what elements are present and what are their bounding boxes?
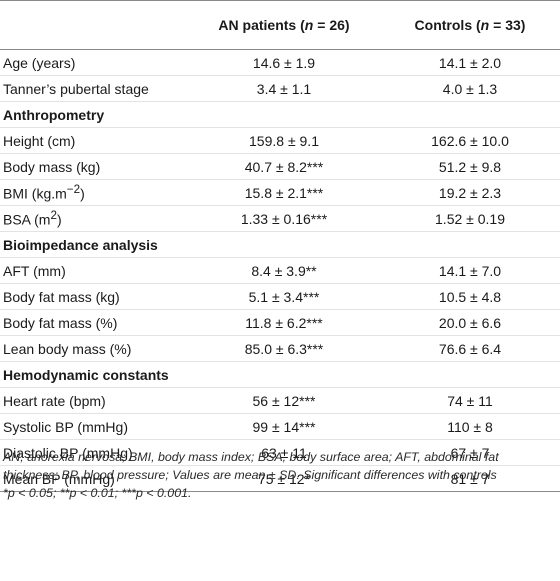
row-label: Height (cm) [0, 127, 188, 154]
row-an-value: 99 ± 14*** [188, 413, 380, 440]
row-control-value: 10.5 ± 4.8 [380, 283, 560, 310]
section-row-anthropometry: Anthropometry [0, 101, 560, 128]
table-header: AN patients (n = 26) Controls (n = 33) [0, 0, 560, 50]
row-an-value: 8.4 ± 3.9** [188, 257, 380, 284]
header-empty [0, 0, 188, 50]
header-an-paren-close: ) [344, 17, 350, 33]
header-ctrl-paren-open: ( [472, 17, 481, 33]
row-label-superscript: −2 [66, 183, 81, 197]
table-row-tanner: Tanner’s pubertal stage 3.4 ± 1.1 4.0 ± … [0, 75, 560, 102]
header-an-n: 26 [329, 17, 345, 33]
section-title: Bioimpedance analysis [0, 231, 560, 258]
row-control-value: 14.1 ± 2.0 [380, 49, 560, 76]
row-control-value: 1.52 ± 0.19 [380, 205, 560, 232]
data-table: AN patients (n = 26) Controls (n = 33) A… [0, 0, 560, 492]
row-label: BSA (m2) [0, 205, 188, 232]
row-label: Body fat mass (kg) [0, 283, 188, 310]
table-row-fat-mass-kg: Body fat mass (kg) 5.1 ± 3.4*** 10.5 ± 4… [0, 283, 560, 310]
row-an-value: 11.8 ± 6.2*** [188, 309, 380, 336]
row-control-value: 110 ± 8 [380, 413, 560, 440]
row-control-value: 14.1 ± 7.0 [380, 257, 560, 284]
row-label-superscript: 2 [50, 209, 57, 223]
header-an-label: AN patients [218, 17, 297, 33]
row-label-tail: ) [80, 185, 85, 202]
table-row-body-mass: Body mass (kg) 40.7 ± 8.2*** 51.2 ± 9.8 [0, 153, 560, 180]
row-control-value: 20.0 ± 6.6 [380, 309, 560, 336]
row-control-value: 162.6 ± 10.0 [380, 127, 560, 154]
row-label: Body mass (kg) [0, 153, 188, 180]
row-an-value: 40.7 ± 8.2*** [188, 153, 380, 180]
table-row-lean-mass: Lean body mass (%) 85.0 ± 6.3*** 76.6 ± … [0, 335, 560, 362]
row-label-tail: ) [56, 211, 62, 228]
footnote-line: *p < 0.05; **p < 0.01; ***p < 0.001. [3, 486, 192, 500]
header-an-n-symbol: n [304, 17, 314, 33]
row-label: Systolic BP (mmHg) [0, 413, 188, 440]
row-label: BMI (kg.m−2) [0, 179, 188, 206]
header-an-patients: AN patients (n = 26) [188, 0, 380, 50]
row-label: Age (years) [0, 49, 188, 76]
row-control-value: 76.6 ± 6.4 [380, 335, 560, 362]
header-ctrl-label: Controls [414, 17, 473, 33]
header-ctrl-eq: = [489, 17, 506, 33]
header-an-eq: = [313, 17, 330, 33]
table-body: Age (years) 14.6 ± 1.9 14.1 ± 2.0 Tanner… [0, 49, 560, 492]
row-control-value: 81 ± 7 [380, 465, 560, 492]
table-row-diastolic-bp: Diastolic BP (mmHg) 63 ± 11 67 ± 7 [0, 439, 560, 466]
table-row-heart-rate: Heart rate (bpm) 56 ± 12*** 74 ± 11 [0, 387, 560, 414]
row-control-value: 67 ± 7 [380, 439, 560, 466]
row-label: Lean body mass (%) [0, 335, 188, 362]
row-an-value: 159.8 ± 9.1 [188, 127, 380, 154]
row-label: Body fat mass (%) [0, 309, 188, 336]
section-title: Anthropometry [0, 101, 560, 128]
row-control-value: 19.2 ± 2.3 [380, 179, 560, 206]
row-an-value: 85.0 ± 6.3*** [188, 335, 380, 362]
header-ctrl-n: 33 [505, 17, 521, 33]
table-row-aft: AFT (mm) 8.4 ± 3.9** 14.1 ± 7.0 [0, 257, 560, 284]
row-label: Heart rate (bpm) [0, 387, 188, 414]
table-row-bmi: BMI (kg.m−2) 15.8 ± 2.1*** 19.2 ± 2.3 [0, 179, 560, 206]
row-an-value: 75 ± 12* [188, 465, 380, 492]
section-row-bioimpedance: Bioimpedance analysis [0, 231, 560, 258]
row-an-value: 14.6 ± 1.9 [188, 49, 380, 76]
row-label: Mean BP (mmHg) [0, 465, 188, 492]
footnote-line: thickness; BP, blood pressure; Values ar… [3, 468, 497, 482]
header-an-paren-open: ( [296, 17, 305, 33]
section-title: Hemodynamic constants [0, 361, 560, 388]
table-row-height: Height (cm) 159.8 ± 9.1 162.6 ± 10.0 [0, 127, 560, 154]
row-label-main: BSA (m [3, 211, 51, 228]
table-row-mean-bp: Mean BP (mmHg) 75 ± 12* 81 ± 7 [0, 465, 560, 492]
section-row-hemodynamic: Hemodynamic constants [0, 361, 560, 388]
table-row-systolic-bp: Systolic BP (mmHg) 99 ± 14*** 110 ± 8 [0, 413, 560, 440]
row-an-value: 3.4 ± 1.1 [188, 75, 380, 102]
header-controls: Controls (n = 33) [380, 0, 560, 50]
row-an-value: 15.8 ± 2.1*** [188, 179, 380, 206]
row-an-value: 63 ± 11 [188, 439, 380, 466]
row-label: Tanner’s pubertal stage [0, 75, 188, 102]
row-control-value: 74 ± 11 [380, 387, 560, 414]
footnote-line: AN, anorexia nervosa; BMI, body mass ind… [3, 450, 499, 464]
header-ctrl-n-symbol: n [480, 17, 490, 33]
table-row-bsa: BSA (m2) 1.33 ± 0.16*** 1.52 ± 0.19 [0, 205, 560, 232]
row-control-value: 4.0 ± 1.3 [380, 75, 560, 102]
row-an-value: 56 ± 12*** [188, 387, 380, 414]
row-control-value: 51.2 ± 9.8 [380, 153, 560, 180]
row-label-main: BMI (kg.m [3, 185, 67, 202]
row-label: AFT (mm) [0, 257, 188, 284]
row-an-value: 5.1 ± 3.4*** [188, 283, 380, 310]
table-footnote: AN, anorexia nervosa; BMI, body mass ind… [3, 448, 557, 502]
header-row: AN patients (n = 26) Controls (n = 33) [0, 0, 560, 50]
table-row-fat-mass-pct: Body fat mass (%) 11.8 ± 6.2*** 20.0 ± 6… [0, 309, 560, 336]
table-row-age: Age (years) 14.6 ± 1.9 14.1 ± 2.0 [0, 49, 560, 76]
row-label: Diastolic BP (mmHg) [0, 439, 188, 466]
header-ctrl-paren-close: ) [520, 17, 526, 33]
row-an-value: 1.33 ± 0.16*** [188, 205, 380, 232]
